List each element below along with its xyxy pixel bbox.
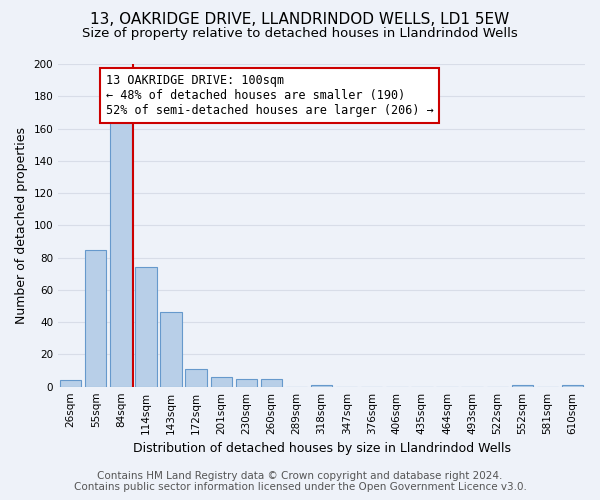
Bar — [211, 377, 232, 386]
Bar — [261, 378, 282, 386]
Bar — [311, 385, 332, 386]
Bar — [60, 380, 82, 386]
Text: 13 OAKRIDGE DRIVE: 100sqm
← 48% of detached houses are smaller (190)
52% of semi: 13 OAKRIDGE DRIVE: 100sqm ← 48% of detac… — [106, 74, 433, 116]
Bar — [160, 312, 182, 386]
X-axis label: Distribution of detached houses by size in Llandrindod Wells: Distribution of detached houses by size … — [133, 442, 511, 455]
Text: Size of property relative to detached houses in Llandrindod Wells: Size of property relative to detached ho… — [82, 28, 518, 40]
Bar — [85, 250, 106, 386]
Y-axis label: Number of detached properties: Number of detached properties — [15, 127, 28, 324]
Bar — [562, 385, 583, 386]
Text: Contains HM Land Registry data © Crown copyright and database right 2024.
Contai: Contains HM Land Registry data © Crown c… — [74, 471, 526, 492]
Bar — [236, 378, 257, 386]
Bar — [136, 268, 157, 386]
Bar — [185, 369, 207, 386]
Text: 13, OAKRIDGE DRIVE, LLANDRINDOD WELLS, LD1 5EW: 13, OAKRIDGE DRIVE, LLANDRINDOD WELLS, L… — [91, 12, 509, 28]
Bar — [110, 122, 131, 386]
Bar — [512, 385, 533, 386]
